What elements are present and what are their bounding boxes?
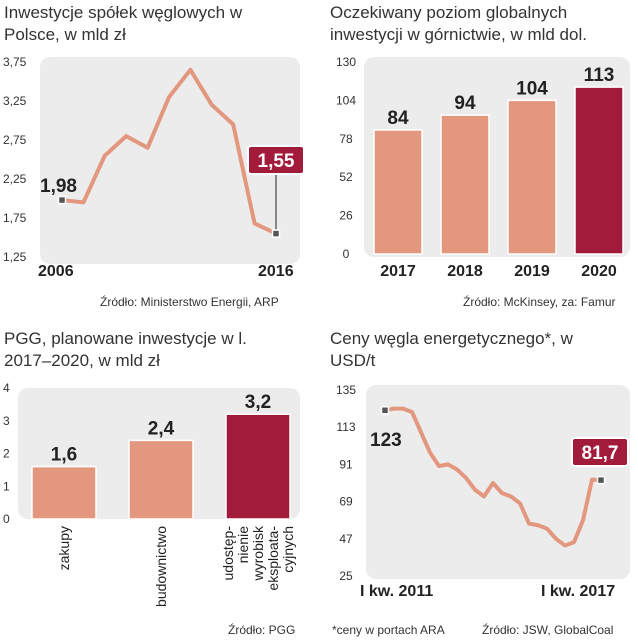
chart4-y-tick: 135 <box>336 383 356 397</box>
chart1-plot-bg <box>40 57 300 264</box>
chart3-bar <box>225 413 291 520</box>
chart4-end-label: 81,7 <box>582 443 619 464</box>
chart1-y-tick: 3,25 <box>3 94 27 108</box>
chart1-y-tick: 3,75 <box>3 55 27 69</box>
chart4-y-tick: 69 <box>339 495 353 509</box>
chart1-end-marker <box>271 229 281 238</box>
chart2-bar <box>574 86 624 255</box>
chart1-x-label-end: 2016 <box>258 263 294 280</box>
chart4-start-label: 123 <box>370 430 402 451</box>
chart3-y-tick: 3 <box>3 414 10 428</box>
chart3-category-label: budownictwo <box>153 526 169 607</box>
chart3-category-label: udostęp-nieniewyrobiskeksploata-cyjnych <box>220 525 296 591</box>
chart3-y-tick: 4 <box>3 381 10 395</box>
chart4-title: Ceny węgla energetycznego*, w USD/t <box>330 329 573 370</box>
chart3-y-tick: 2 <box>3 447 10 461</box>
chart4-line <box>384 406 602 548</box>
chart2-y-tick: 78 <box>339 132 353 146</box>
chart2-title: Oczekiwany poziom globalnych inwestycji … <box>330 3 587 44</box>
chart3-value-label: 2,4 <box>148 418 175 439</box>
chart3-title: PGG, planowane inwestycje w l. 2017–2020… <box>4 329 247 370</box>
chart4-end-marker <box>596 475 606 485</box>
chart3-source: Źródło: PGG <box>228 623 296 637</box>
chart2-y-tick: 0 <box>343 247 350 261</box>
chart2-x-label: 2020 <box>581 263 617 280</box>
chart1-y-tick: 1,25 <box>3 250 27 264</box>
chart4-plot-bg <box>366 385 630 579</box>
chart3-y-tick: 1 <box>3 479 10 493</box>
chart2-bar <box>507 99 557 255</box>
chart1-source: Źródło: Ministerstwo Energii, ARP <box>100 295 279 309</box>
chart4-source: Źródło: JSW, GlobalCoal <box>482 623 614 637</box>
chart3-y-tick: 0 <box>3 512 10 526</box>
chart1-y-tick: 2,25 <box>3 172 27 186</box>
chart1-end-label-box <box>247 145 305 175</box>
chart2-x-label: 2018 <box>447 263 483 280</box>
chart1-end-label: 1,55 <box>258 151 295 172</box>
chart3-bar <box>31 465 97 520</box>
chart4-x-label-start: I kw. 2011 <box>360 583 433 600</box>
chart4-end-label-box <box>571 437 629 467</box>
chart4-y-tick: 91 <box>339 457 353 471</box>
chart4-x-label-end: I kw. 2017 <box>541 583 615 600</box>
chart4-footnote: *ceny w portach ARA <box>332 623 445 637</box>
chart2-value-label: 104 <box>516 78 548 99</box>
chart3-value-label: 1,6 <box>51 445 77 466</box>
chart4-y-tick: 113 <box>336 420 355 434</box>
chart4-y-tick: 47 <box>339 532 353 546</box>
chart3-bar <box>128 439 194 520</box>
chart4-y-tick: 25 <box>339 569 353 583</box>
chart2-y-tick: 130 <box>336 55 356 69</box>
chart4-start-marker <box>380 406 390 415</box>
chart1-start-marker <box>57 195 67 205</box>
chart2-source: Źródło: McKinsey, za: Famur <box>463 295 616 309</box>
chart3-value-label: 3,2 <box>245 392 271 413</box>
chart1-line <box>61 67 277 236</box>
chart2-value-label: 94 <box>454 93 476 114</box>
chart1-title: Inwestycje spółek węglowych w Polsce, w … <box>4 3 243 44</box>
chart1-y-tick: 2,75 <box>3 133 27 147</box>
chart2-x-label: 2017 <box>380 263 416 280</box>
chart2-x-label: 2019 <box>514 263 550 280</box>
chart2-value-label: 84 <box>387 108 409 129</box>
chart3-category-label: zakupy <box>56 526 72 570</box>
chart2-y-tick: 26 <box>339 209 353 223</box>
chart2-y-tick: 104 <box>336 93 356 107</box>
chart2-bar <box>373 129 423 255</box>
chart1-x-label-start: 2006 <box>38 263 74 280</box>
chart2-bar <box>440 114 490 255</box>
chart2-plot-bg <box>364 57 630 257</box>
chart1-y-tick: 1,75 <box>3 211 27 225</box>
chart1-start-label: 1,98 <box>40 176 77 197</box>
chart2-value-label: 113 <box>584 65 615 86</box>
chart2-y-tick: 52 <box>339 170 353 184</box>
